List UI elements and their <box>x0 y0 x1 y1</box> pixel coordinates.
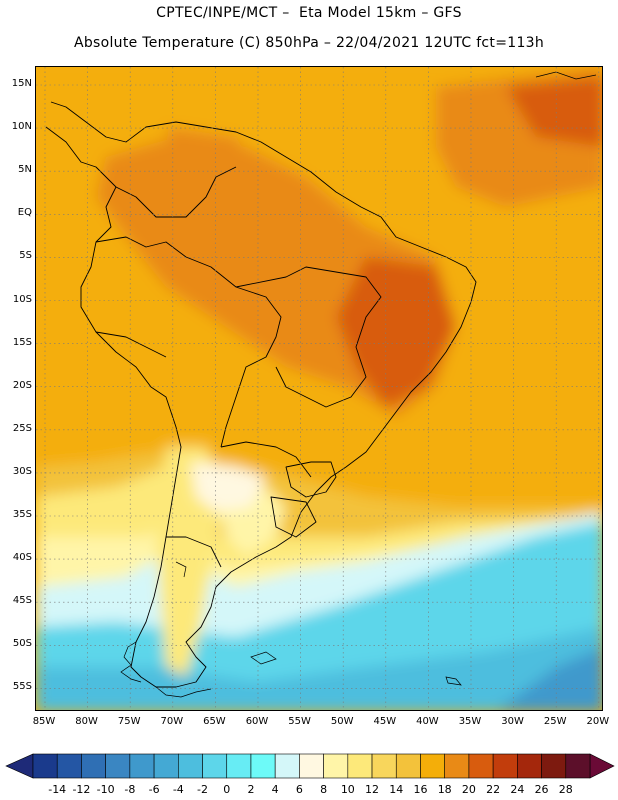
lat-label-35s: 35S <box>12 509 32 520</box>
color-bar <box>5 753 615 779</box>
lat-label-40s: 40S <box>12 552 32 564</box>
lat-label-10s: 10S <box>12 293 32 305</box>
color-bar-label: 8 <box>320 783 328 796</box>
color-bar-label: -12 <box>72 783 91 796</box>
color-bar-swatch <box>323 753 349 779</box>
lon-label-70w: 70W <box>160 716 184 727</box>
color-bar-label: -2 <box>197 783 208 796</box>
color-bar-label: 0 <box>223 783 231 796</box>
color-bar-swatch <box>153 753 179 779</box>
coastline-detail <box>120 71 597 698</box>
lat-label-55s: 55S <box>12 681 32 693</box>
lat-label-50s: 50S <box>12 638 32 650</box>
country-borders <box>45 101 477 688</box>
color-bar-label: 18 <box>437 783 452 796</box>
lat-label-15n: 15N <box>11 78 32 89</box>
lat-label-20s: 20S <box>12 379 32 391</box>
lat-label-15s: 15S <box>12 336 32 348</box>
lon-label-55w: 55W <box>288 716 311 727</box>
color-bar-label: 22 <box>486 783 501 796</box>
lon-label-35w: 35W <box>458 716 482 727</box>
lon-label-40w: 40W <box>416 716 439 727</box>
title-line-2: Absolute Temperature (C) 850hPa – 22/04/… <box>73 35 545 51</box>
color-bar-swatch <box>81 753 106 779</box>
color-bar-label: 12 <box>365 783 380 796</box>
color-bar-swatch <box>226 753 252 779</box>
temperature-field <box>36 67 602 710</box>
lat-label-eq: EQ <box>17 207 32 219</box>
lat-label-5s: 5S <box>19 250 32 262</box>
color-bar-swatch <box>105 753 131 779</box>
color-bar-label: -6 <box>148 783 160 796</box>
color-bar-swatch <box>517 753 542 779</box>
color-bar-label: 10 <box>340 783 355 796</box>
lon-label-25w: 25W <box>543 716 567 727</box>
temperature-map <box>36 67 602 710</box>
color-bar-swatches <box>5 753 615 779</box>
color-bar-swatch <box>371 753 397 779</box>
color-bar-label: 24 <box>510 783 525 796</box>
color-bar-swatch <box>395 753 421 779</box>
color-bar-swatch <box>565 753 591 779</box>
color-bar-swatch <box>56 753 82 779</box>
color-bar-swatch <box>178 753 203 779</box>
title-line-1: CPTEC/INPE/MCT – Eta Model 15km – GFS <box>156 5 462 21</box>
lon-label-80w: 80W <box>75 716 98 727</box>
lat-label-30s: 30S <box>12 465 32 477</box>
lon-label-85w: 85W <box>32 716 56 727</box>
color-bar-label: -8 <box>124 783 136 796</box>
lon-label-30w: 30W <box>501 716 524 727</box>
color-bar-over-triangle <box>589 753 615 779</box>
color-bar-swatch <box>202 753 228 779</box>
color-bar-under-triangle <box>5 753 34 779</box>
color-bar-swatch <box>274 753 300 779</box>
color-bar-swatch <box>347 753 373 779</box>
color-bar-swatch <box>468 753 494 779</box>
color-bar-swatch <box>32 753 58 779</box>
lon-label-65w: 65W <box>203 716 226 727</box>
color-bar-swatch <box>129 753 155 779</box>
lon-label-45w: 45W <box>373 716 397 727</box>
lon-label-20w: 20W <box>586 716 610 727</box>
lat-label-45s: 45S <box>12 595 32 607</box>
color-bar-label: 28 <box>558 783 573 796</box>
color-bar-swatch <box>492 753 518 779</box>
color-bar-label: -14 <box>48 783 67 796</box>
color-bar-label: -4 <box>172 783 184 796</box>
lat-label-10n: 10N <box>11 121 32 133</box>
color-bar-swatch <box>541 753 567 779</box>
lon-label-50w: 50W <box>330 716 354 727</box>
color-bar-label: 6 <box>295 783 303 796</box>
color-bar-swatch <box>250 753 276 779</box>
lat-label-5n: 5N <box>18 164 32 176</box>
color-bar-label: 14 <box>389 783 404 796</box>
color-bar-label: 16 <box>413 783 428 796</box>
color-bar-label: -10 <box>96 783 115 796</box>
color-bar-swatch <box>444 753 470 779</box>
color-bar-label: 20 <box>461 783 476 796</box>
color-bar-label: 26 <box>534 783 549 796</box>
lon-label-75w: 75W <box>117 716 141 727</box>
lat-label-25s: 25S <box>12 422 32 434</box>
color-bar-swatch <box>420 753 445 779</box>
color-bar-label: 4 <box>271 783 279 796</box>
color-bar-label: 2 <box>247 783 255 796</box>
lon-label-60w: 60W <box>245 716 269 727</box>
lat-lon-grid <box>36 67 602 710</box>
color-bar-swatch <box>299 753 324 779</box>
map-panel <box>35 66 603 711</box>
